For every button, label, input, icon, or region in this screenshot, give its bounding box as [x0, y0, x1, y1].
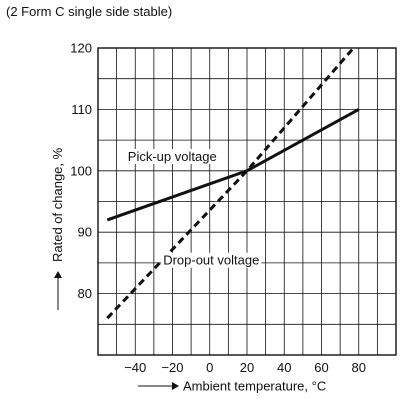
x-tick-label: 20 — [240, 360, 254, 375]
x-tick-label: 80 — [352, 360, 366, 375]
plot-frame — [97, 47, 397, 356]
y-tick-label: 90 — [78, 225, 92, 240]
pickup-label-bg — [125, 148, 219, 164]
x-axis-label: Ambient temperature, °C — [183, 379, 326, 394]
pickup-voltage-line — [106, 108, 360, 222]
grid — [98, 48, 396, 355]
figure-caption: (2 Form C single side stable) — [6, 4, 173, 19]
dropout-label-bg — [161, 252, 262, 268]
pickup-voltage-label: Pick-up voltage — [128, 149, 217, 164]
y-tick-label: 80 — [78, 286, 92, 301]
dropout-voltage-line — [106, 48, 356, 320]
x-tick-label: 60 — [314, 360, 328, 375]
series-layer — [106, 48, 360, 320]
tick-labels: −40 −20 0 20 40 60 80 80 90 100 110 120 — [70, 41, 366, 376]
x-tick-label: 0 — [206, 360, 213, 375]
y-axis-label: Rated of change, % — [50, 147, 65, 262]
x-tick-label: −20 — [161, 360, 183, 375]
dropout-voltage-label: Drop-out voltage — [163, 253, 259, 268]
x-tick-label: −40 — [124, 360, 146, 375]
y-tick-label: 110 — [71, 102, 92, 117]
y-tick-label: 100 — [70, 163, 92, 178]
x-tick-label: 40 — [277, 360, 291, 375]
y-tick-label: 120 — [70, 41, 92, 56]
